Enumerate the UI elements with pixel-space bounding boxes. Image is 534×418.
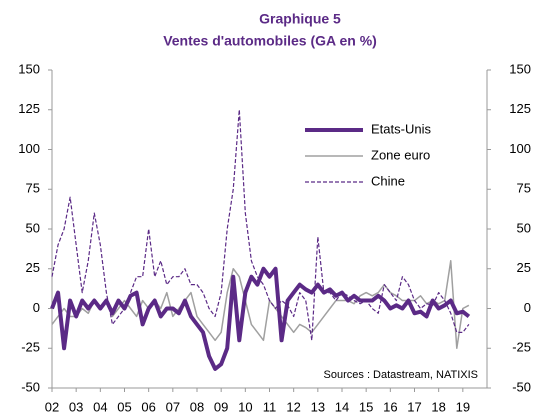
x-tick-label: 13 <box>311 399 325 414</box>
y2-tick-label: 100 <box>509 141 531 156</box>
x-tick-label: 12 <box>286 399 300 414</box>
y-tick-label: 0 <box>33 300 40 315</box>
y-tick-label: 75 <box>26 181 40 196</box>
y2-tick-label: 75 <box>517 181 531 196</box>
y2-tick-label: 50 <box>517 220 531 235</box>
y2-tick-label: 0 <box>524 300 531 315</box>
chart-title: Graphique 5 <box>259 11 341 27</box>
series-line <box>51 109 470 341</box>
y2-tick-label: -50 <box>512 379 531 394</box>
y2-tick-label: -25 <box>512 340 531 355</box>
legend-label: Etats-Unis <box>371 121 431 136</box>
legend-label: Zone euro <box>371 147 430 162</box>
x-tick-label: 11 <box>263 399 277 414</box>
y2-tick-label: 25 <box>517 260 531 275</box>
legend-bg <box>301 119 451 141</box>
x-tick-label: 16 <box>383 399 397 414</box>
x-tick-label: 04 <box>93 399 107 414</box>
x-tick-label: 18 <box>431 399 445 414</box>
x-tick-label: 17 <box>407 399 421 414</box>
x-tick-label: 19 <box>456 399 470 414</box>
y-tick-label: 125 <box>18 101 40 116</box>
y-tick-label: 150 <box>18 61 40 76</box>
y2-tick-label: 125 <box>509 101 531 116</box>
x-tick-label: 06 <box>141 399 155 414</box>
y-tick-label: 50 <box>26 220 40 235</box>
x-tick-label: 07 <box>166 399 180 414</box>
y2-tick-label: 150 <box>509 61 531 76</box>
chart-subtitle: Ventes d'automobiles (GA en %) <box>163 33 377 49</box>
source-note: Sources : Datastream, NATIXIS <box>324 369 478 381</box>
x-tick-label: 08 <box>190 399 204 414</box>
legend-bg <box>301 171 451 193</box>
x-tick-label: 02 <box>45 399 59 414</box>
legend-label: Chine <box>371 173 405 188</box>
y-tick-label: -50 <box>21 379 40 394</box>
x-tick-label: 14 <box>335 399 349 414</box>
x-tick-label: 10 <box>238 399 252 414</box>
y-tick-label: 25 <box>26 260 40 275</box>
x-tick-label: 15 <box>359 399 373 414</box>
legend-bg <box>301 145 451 167</box>
y-tick-label: 100 <box>18 141 40 156</box>
x-tick-label: 05 <box>117 399 131 414</box>
series-line <box>50 266 471 371</box>
x-tick-label: 09 <box>214 399 228 414</box>
x-tick-label: 03 <box>69 399 83 414</box>
y-tick-label: -25 <box>21 340 40 355</box>
